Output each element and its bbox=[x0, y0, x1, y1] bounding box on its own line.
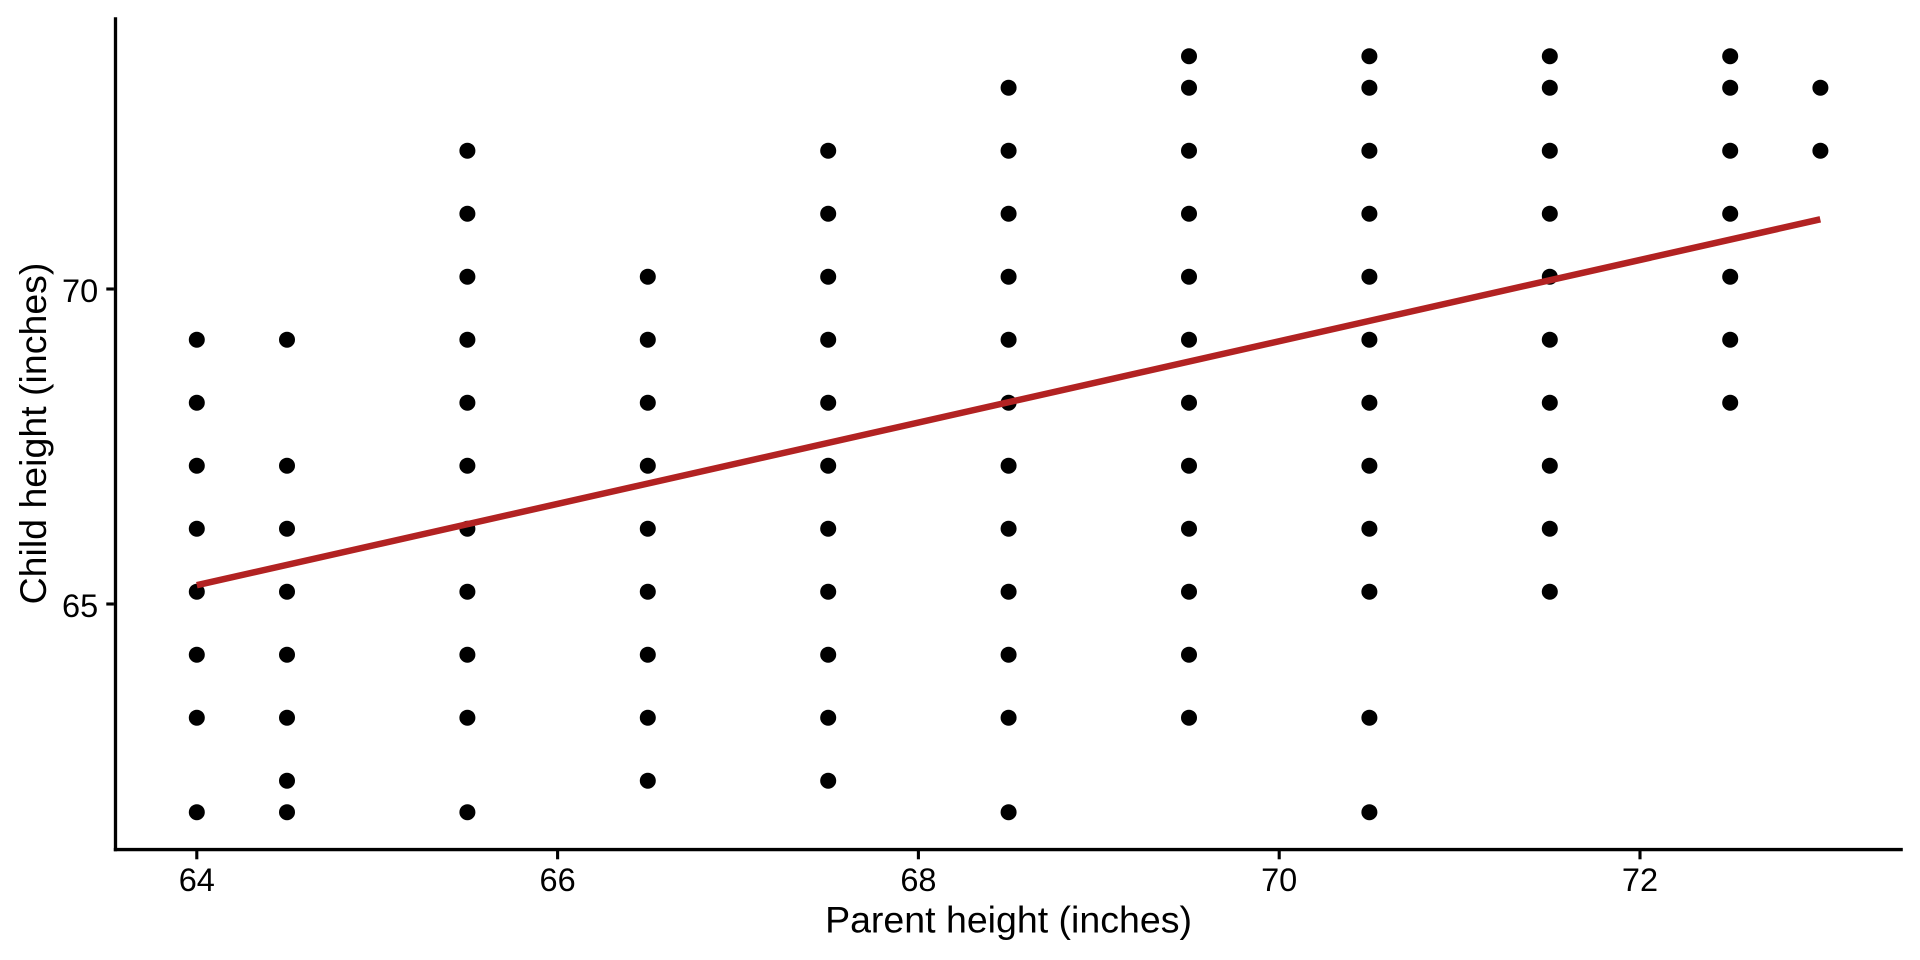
svg-text:70: 70 bbox=[62, 273, 98, 309]
svg-text:70: 70 bbox=[1261, 862, 1297, 898]
svg-text:68: 68 bbox=[900, 862, 936, 898]
svg-text:Child height (inches): Child height (inches) bbox=[12, 263, 54, 605]
svg-text:64: 64 bbox=[179, 862, 215, 898]
svg-text:Parent height (inches): Parent height (inches) bbox=[825, 899, 1192, 941]
svg-text:65: 65 bbox=[62, 588, 98, 624]
svg-text:72: 72 bbox=[1622, 862, 1658, 898]
svg-text:66: 66 bbox=[540, 862, 576, 898]
